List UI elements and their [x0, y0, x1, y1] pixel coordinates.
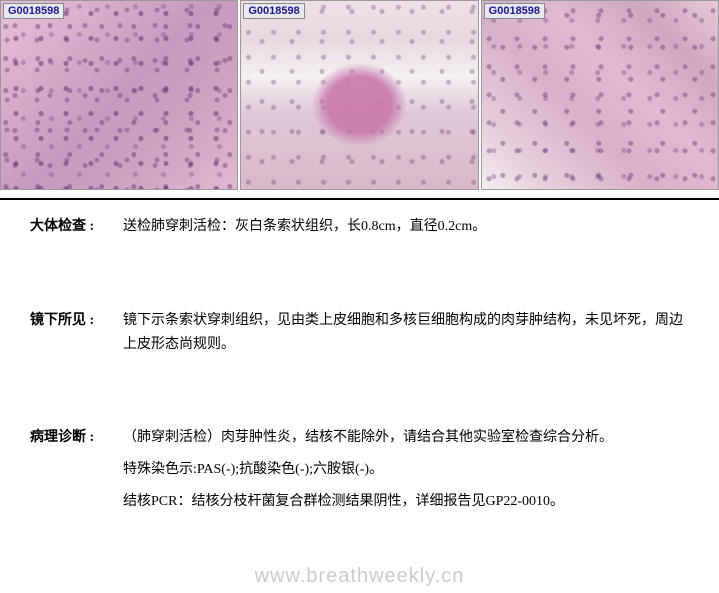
tissue-pattern-2 — [241, 1, 477, 189]
diagnosis-row: 病理诊断 : （肺穿刺活检）肉芽肿性炎，结核不能除外，请结合其他实验室检查综合分… — [30, 426, 689, 521]
microscopic-row: 镜下所见 : 镜下示条索状穿刺组织，见由类上皮细胞和多核巨细胞构成的肉芽肿结构，… — [30, 309, 689, 357]
diagnosis-line-3: 结核PCR：结核分枝杆菌复合群检测结果阴性，详细报告见GP22-0010。 — [123, 490, 689, 514]
tissue-pattern-3 — [482, 1, 718, 189]
section-divider — [0, 198, 719, 200]
histology-image-2: G0018598 — [240, 0, 478, 190]
gross-exam-label: 大体检查 : — [30, 215, 115, 239]
tissue-pattern-1 — [1, 1, 237, 189]
diagnosis-line-2: 特殊染色示:PAS(-);抗酸染色(-);六胺银(-)。 — [123, 458, 689, 482]
diagnosis-label: 病理诊断 : — [30, 426, 115, 521]
histology-image-row: G0018598 G0018598 G0018598 — [0, 0, 719, 190]
diagnosis-content: （肺穿刺活检）肉芽肿性炎，结核不能除外，请结合其他实验室检查综合分析。 特殊染色… — [115, 426, 689, 521]
diagnosis-line-1: （肺穿刺活检）肉芽肿性炎，结核不能除外，请结合其他实验室检查综合分析。 — [123, 426, 689, 450]
image-label-1: G0018598 — [3, 3, 64, 19]
image-label-2: G0018598 — [243, 3, 304, 19]
histology-image-3: G0018598 — [481, 0, 719, 190]
histology-image-1: G0018598 — [0, 0, 238, 190]
microscopic-content: 镜下示条索状穿刺组织，见由类上皮细胞和多核巨细胞构成的肉芽肿结构，未见坏死，周边… — [115, 309, 689, 357]
gross-exam-row: 大体检查 : 送检肺穿刺活检：灰白条索状组织，长0.8cm，直径0.2cm。 — [30, 215, 689, 239]
image-label-3: G0018598 — [484, 3, 545, 19]
gross-exam-content: 送检肺穿刺活检：灰白条索状组织，长0.8cm，直径0.2cm。 — [115, 215, 689, 239]
pathology-report: 大体检查 : 送检肺穿刺活检：灰白条索状组织，长0.8cm，直径0.2cm。 镜… — [0, 215, 719, 522]
watermark-text: www.breathweekly.cn — [255, 565, 465, 588]
microscopic-label: 镜下所见 : — [30, 309, 115, 357]
